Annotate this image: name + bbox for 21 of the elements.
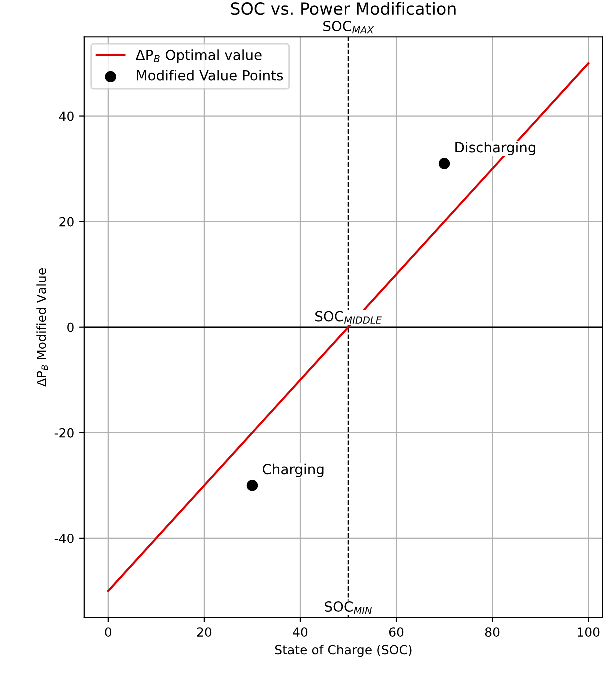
y-tick-label: 20 [60, 217, 74, 227]
y-tick-label: -20 [54, 428, 74, 438]
x-tick-label: 20 [197, 628, 212, 638]
legend-label: Modified Value Points [137, 70, 284, 81]
x-axis-title: State of Charge (SOC) [275, 645, 412, 658]
y-tick-label: 40 [59, 112, 74, 122]
chart-title: SOC vs. Power Modification [231, 2, 456, 16]
annotation: Charging [262, 464, 324, 478]
y-tick-label: -40 [54, 534, 74, 544]
annotation: Discharging [456, 142, 536, 156]
y-axis-title: ΔP$_{B}$ Modified Value [36, 268, 48, 387]
legend-label: ΔP$_{B}$ Optimal value [136, 50, 262, 64]
annotation: SOC$_{MIN}$ [325, 602, 372, 614]
annotation: SOC$_{MAX}$ [324, 21, 374, 34]
y-tick-label: 0 [68, 322, 74, 332]
x-tick-label: 60 [389, 628, 404, 638]
annotation: SOC$_{MIDDLE}$ [316, 311, 382, 324]
x-tick-label: 0 [105, 628, 112, 638]
x-tick-label: 40 [293, 628, 308, 638]
x-tick-label: 100 [578, 628, 600, 638]
x-tick-label: 80 [485, 628, 500, 638]
